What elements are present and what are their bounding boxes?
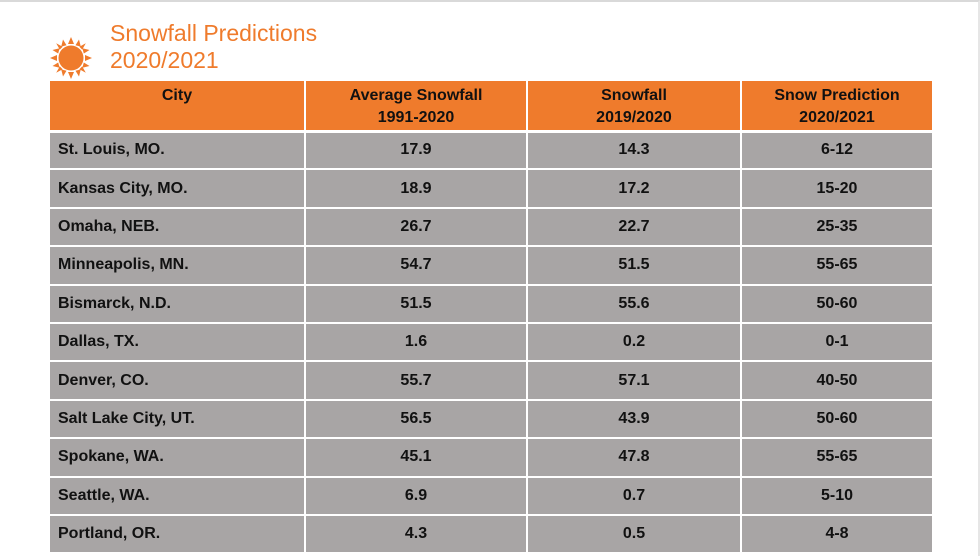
snow-prediction-cell: 15-20 <box>740 168 934 209</box>
table-row: Omaha, NEB. 26.7 22.7 25-35 <box>48 206 934 248</box>
average-snowfall-cell: 17.9 <box>304 129 528 171</box>
page-title: Snowfall Predictions 2020/2021 <box>110 20 317 74</box>
title-line-1: Snowfall Predictions <box>110 20 318 46</box>
snowfall-2019-cell: 14.3 <box>526 129 742 171</box>
snow-prediction-cell: 50-60 <box>740 398 934 440</box>
snow-prediction-cell: 55-65 <box>740 437 934 478</box>
average-snowfall-cell: 18.9 <box>304 168 528 209</box>
snowfall-2019-cell: 51.5 <box>526 245 742 286</box>
table-row: Denver, CO. 55.7 57.1 40-50 <box>48 360 934 401</box>
snowfall-2019-cell: 0.5 <box>526 513 742 555</box>
snowfall-2019-cell: 22.7 <box>526 206 742 248</box>
city-cell: Kansas City, MO. <box>48 168 306 209</box>
table-body: St. Louis, MO. 17.9 14.3 6-12 Kansas City, M… <box>48 129 934 555</box>
city-cell: Seattle, WA. <box>48 475 306 516</box>
average-snowfall-cell: 51.5 <box>304 283 528 324</box>
snow-prediction-cell: 55-65 <box>740 245 934 286</box>
table-row: Bismarck, N.D. 51.5 55.6 50-60 <box>48 283 934 324</box>
city-cell: St. Louis, MO. <box>48 129 306 171</box>
average-snowfall-cell: 4.3 <box>304 513 528 555</box>
snowfall-2019-cell: 47.8 <box>526 437 742 478</box>
table-row: Dallas, TX. 1.6 0.2 0-1 <box>48 321 934 363</box>
table-row: St. Louis, MO. 17.9 14.3 6-12 <box>48 129 934 171</box>
snow-prediction-cell: 4-8 <box>740 513 934 555</box>
city-cell: Portland, OR. <box>48 513 306 555</box>
column-header-snowfall-2019: Snowfall 2019/2020 <box>526 81 742 133</box>
snowfall-2019-cell: 0.2 <box>526 321 742 363</box>
snowfall-2019-cell: 17.2 <box>526 168 742 209</box>
snowfall-2019-cell: 43.9 <box>526 398 742 440</box>
snowfall-2019-cell: 0.7 <box>526 475 742 516</box>
snowfall-2019-cell: 55.6 <box>526 283 742 324</box>
column-header-average-snowfall: Average Snowfall 1991-2020 <box>304 81 528 133</box>
average-snowfall-cell: 54.7 <box>304 245 528 286</box>
table-header-row: City Average Snowfall 1991-2020 Snowfall… <box>48 81 934 133</box>
city-cell: Salt Lake City, UT. <box>48 398 306 440</box>
table-row: Spokane, WA. 45.1 47.8 55-65 <box>48 437 934 478</box>
table-row: Salt Lake City, UT. 56.5 43.9 50-60 <box>48 398 934 440</box>
table-row: Minneapolis, MN. 54.7 51.5 55-65 <box>48 245 934 286</box>
sun-icon <box>50 37 92 79</box>
table-row: Portland, OR. 4.3 0.5 4-8 <box>48 513 934 555</box>
city-cell: Minneapolis, MN. <box>48 245 306 286</box>
average-snowfall-cell: 26.7 <box>304 206 528 248</box>
average-snowfall-cell: 1.6 <box>304 321 528 363</box>
snow-prediction-cell: 5-10 <box>740 475 934 516</box>
average-snowfall-cell: 55.7 <box>304 360 528 401</box>
city-cell: Bismarck, N.D. <box>48 283 306 324</box>
average-snowfall-cell: 45.1 <box>304 437 528 478</box>
city-cell: Dallas, TX. <box>48 321 306 363</box>
snowfall-2019-cell: 57.1 <box>526 360 742 401</box>
table-row: Kansas City, MO. 18.9 17.2 15-20 <box>48 168 934 209</box>
city-cell: Denver, CO. <box>48 360 306 401</box>
city-cell: Omaha, NEB. <box>48 206 306 248</box>
column-header-city: City <box>48 81 306 133</box>
table-row: Seattle, WA. 6.9 0.7 5-10 <box>48 475 934 516</box>
title-line-2: 2020/2021 <box>110 47 219 73</box>
snow-prediction-cell: 50-60 <box>740 283 934 324</box>
snow-prediction-cell: 0-1 <box>740 321 934 363</box>
snow-prediction-cell: 6-12 <box>740 129 934 171</box>
snow-prediction-cell: 25-35 <box>740 206 934 248</box>
city-cell: Spokane, WA. <box>48 437 306 478</box>
snow-prediction-cell: 40-50 <box>740 360 934 401</box>
average-snowfall-cell: 6.9 <box>304 475 528 516</box>
column-header-snow-prediction: Snow Prediction 2020/2021 <box>740 81 934 133</box>
snowfall-table: City Average Snowfall 1991-2020 Snowfall… <box>48 81 934 555</box>
average-snowfall-cell: 56.5 <box>304 398 528 440</box>
